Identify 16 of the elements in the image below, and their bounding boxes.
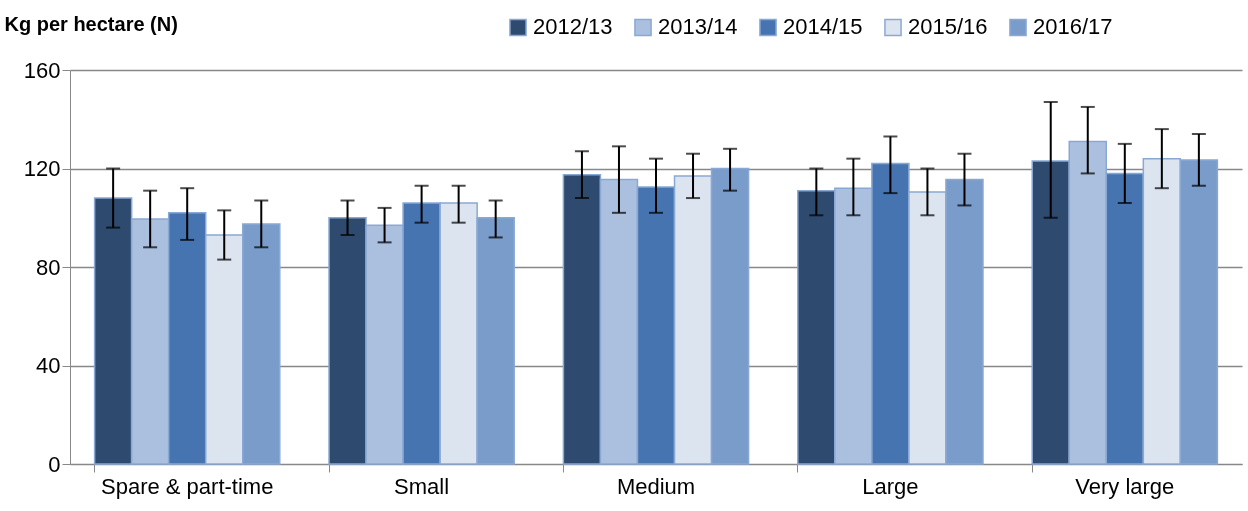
x-tick-label: Medium <box>616 473 696 499</box>
legend-label: 2016/17 <box>1033 14 1113 40</box>
legend-label: 2013/14 <box>658 14 738 40</box>
y-tick-label: 80 <box>36 254 61 280</box>
y-tick-label: 40 <box>36 353 61 378</box>
legend-label: 2012/13 <box>533 14 613 40</box>
legend-label: 2015/16 <box>908 14 988 40</box>
x-tick-label: Large <box>862 473 919 499</box>
y-tick-label: 0 <box>48 451 61 477</box>
x-tick-label: Spare & part-time <box>101 473 274 499</box>
y-tick-label: 120 <box>23 156 61 181</box>
x-tick-label: Very large <box>1075 473 1175 499</box>
y-axis-title: Kg per hectare (N) <box>4 12 178 35</box>
legend-label: 2014/15 <box>783 14 863 40</box>
y-tick-label: 160 <box>23 57 61 83</box>
x-tick-label: Small <box>394 473 450 499</box>
